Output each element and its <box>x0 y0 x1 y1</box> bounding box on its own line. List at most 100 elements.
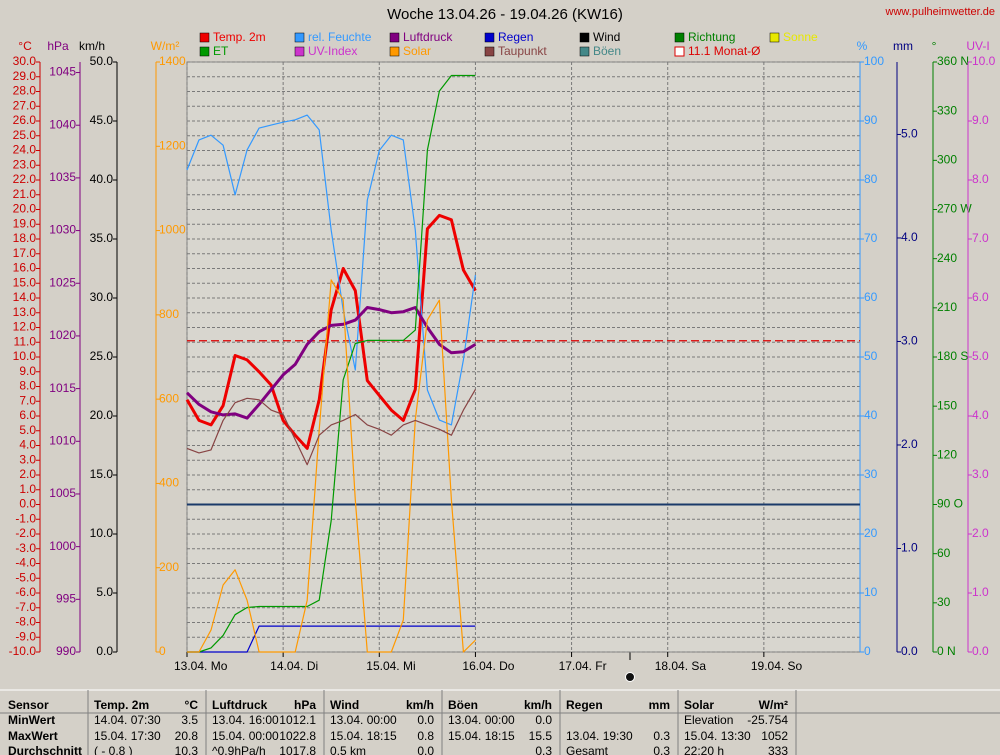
table-header: Regen <box>566 698 603 712</box>
y-tick-label: 0 N <box>937 644 956 658</box>
table-cell: 0.3 <box>653 729 670 743</box>
y-tick-label: 17.0 <box>13 246 37 260</box>
y-tick-label: -1.0 <box>15 511 36 525</box>
y-tick-label: 330 <box>937 103 957 117</box>
table-cell: 0.0 <box>417 744 434 755</box>
legend-swatch <box>484 46 495 57</box>
y-tick-label: -8.0 <box>15 615 36 629</box>
y-tick-label: 4.0 <box>901 230 918 244</box>
series-line <box>187 74 476 653</box>
legend-swatch <box>484 32 495 43</box>
site-link[interactable]: www.pulheimwetter.de <box>885 6 995 18</box>
table-bg <box>0 690 1000 755</box>
x-tick-label: 14.04. Di <box>270 659 318 673</box>
legend-swatch <box>199 46 210 57</box>
series-line <box>185 306 477 420</box>
legend-label: Regen <box>498 30 533 44</box>
table-cell: 20.8 <box>175 729 199 743</box>
axis-title: % <box>857 39 868 53</box>
series-line <box>186 114 476 426</box>
y-tick-label: -6.0 <box>15 585 36 599</box>
table-cell: MinWert <box>8 713 55 727</box>
y-tick-label: 20.0 <box>13 202 37 216</box>
table-cell: Elevation <box>684 713 733 727</box>
y-tick-label: 25.0 <box>13 128 37 142</box>
y-tick-label: 40 <box>864 408 878 422</box>
x-tick-label: 17.04. Fr <box>559 659 607 673</box>
legend-label: Solar <box>403 44 431 58</box>
axis-title: °C <box>18 39 32 53</box>
y-tick-label: 26.0 <box>13 113 37 127</box>
y-tick-label: 9.0 <box>972 113 989 127</box>
table-header: Sensor <box>8 698 49 712</box>
table-header: km/h <box>406 698 434 712</box>
table-header: Böen <box>448 698 478 712</box>
table-cell: 10.3 <box>175 744 199 755</box>
y-tick-label: 1015 <box>49 381 76 395</box>
table-header: km/h <box>524 698 552 712</box>
y-tick-label: 995 <box>56 591 76 605</box>
table-header: mm <box>649 698 670 712</box>
axis-title: UV-I <box>966 39 989 53</box>
y-tick-label: 5.0 <box>96 585 113 599</box>
y-tick-label: 0 <box>864 644 871 658</box>
y-tick-label: 15.0 <box>90 467 114 481</box>
y-tick-label: 200 <box>159 560 179 574</box>
y-tick-label: 1040 <box>49 117 76 131</box>
table-cell: ^0.9hPa/h <box>212 744 266 755</box>
table-cell: MaxWert <box>8 729 58 743</box>
series-line <box>187 279 476 653</box>
table-header: Solar <box>684 698 714 712</box>
y-tick-label: 360 N <box>937 54 969 68</box>
legend-label: UV-Index <box>308 44 357 58</box>
table-cell: 1017.8 <box>279 744 316 755</box>
y-tick-label: -9.0 <box>15 629 36 643</box>
y-tick-label: 1005 <box>49 486 76 500</box>
table-cell: -25.754 <box>747 713 788 727</box>
y-tick-label: 400 <box>159 476 179 490</box>
legend-swatch <box>674 46 685 57</box>
legend-label: rel. Feuchte <box>308 30 372 44</box>
y-tick-label: 1400 <box>159 54 186 68</box>
y-tick-label: 10 <box>864 585 878 599</box>
y-tick-label: 0 <box>159 644 166 658</box>
y-tick-label: 1.0 <box>19 482 36 496</box>
y-tick-label: 1200 <box>159 138 186 152</box>
table-cell: 0.3 <box>535 744 552 755</box>
y-tick-label: 15.0 <box>13 275 37 289</box>
y-tick-label: 29.0 <box>13 69 37 83</box>
y-tick-label: 45.0 <box>90 113 114 127</box>
y-tick-label: 990 <box>56 644 76 658</box>
y-tick-label: 20.0 <box>90 408 114 422</box>
legend-label: Wind <box>593 30 620 44</box>
table-cell: 0.0 <box>535 713 552 727</box>
legend-label: ET <box>213 44 229 58</box>
y-tick-label: 40.0 <box>90 172 114 186</box>
table-cell: 0.3 <box>653 744 670 755</box>
y-tick-label: 1045 <box>49 65 76 79</box>
y-tick-label: 120 <box>937 448 957 462</box>
legend-swatch <box>199 32 210 43</box>
y-tick-label: 25.0 <box>90 349 114 363</box>
legend-label: Taupunkt <box>498 44 547 58</box>
y-tick-label: 1000 <box>159 223 186 237</box>
y-tick-label: 13.0 <box>13 305 37 319</box>
y-tick-label: 90 O <box>937 497 963 511</box>
table-header: Wind <box>330 698 359 712</box>
axis-title: W/m² <box>151 39 180 53</box>
legend-swatch <box>579 46 590 57</box>
legend-label: Luftdruck <box>403 30 453 44</box>
legend-label: Böen <box>593 44 621 58</box>
y-tick-label: 19.0 <box>13 216 37 230</box>
table-header: hPa <box>294 698 316 712</box>
y-tick-label: 270 W <box>937 202 972 216</box>
table-cell: 15.5 <box>529 729 553 743</box>
table-cell: 0.5 km <box>330 744 366 755</box>
y-tick-label: 0.0 <box>96 644 113 658</box>
table-cell: Durchschnitt <box>8 744 82 755</box>
legend-label: Temp. 2m <box>213 30 266 44</box>
axis-title: ° <box>932 39 937 53</box>
series-line <box>186 389 476 466</box>
y-tick-label: 5.0 <box>972 349 989 363</box>
